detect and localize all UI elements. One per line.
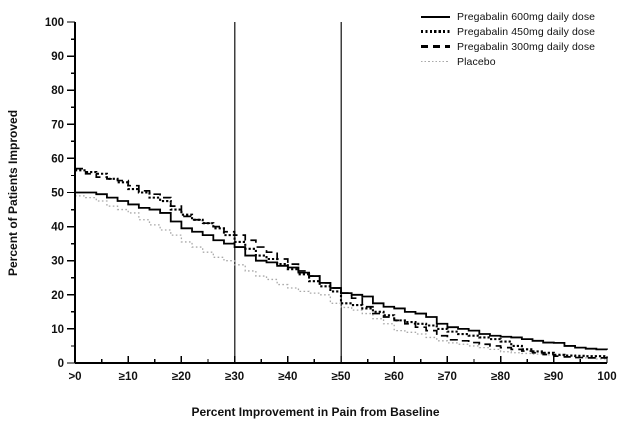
y-tick-label-10: 10 bbox=[51, 324, 64, 336]
y-tick-label-80: 80 bbox=[51, 85, 64, 97]
x-tick-label-40: ≥40 bbox=[278, 371, 297, 383]
legend-label: Pregabalin 450mg daily dose bbox=[457, 25, 596, 38]
y-tick-label-50: 50 bbox=[51, 188, 64, 200]
legend-label: Pregabalin 300mg daily dose bbox=[457, 40, 596, 53]
x-tick-label-70: ≥70 bbox=[438, 371, 457, 383]
series-line-placebo bbox=[75, 195, 608, 360]
x-tick-label-50: ≥50 bbox=[331, 371, 350, 383]
y-tick-label-0: 0 bbox=[58, 358, 64, 370]
legend-item-pregabalin-450mg: Pregabalin 450mg daily dose bbox=[421, 24, 595, 39]
legend-label: Pregabalin 600mg daily dose bbox=[457, 10, 596, 23]
legend-item-pregabalin-300mg: Pregabalin 300mg daily dose bbox=[421, 39, 595, 54]
x-tick-label-30: ≥30 bbox=[225, 371, 244, 383]
chart-legend: Pregabalin 600mg daily dose Pregabalin 4… bbox=[421, 9, 595, 69]
dashed-line-icon bbox=[421, 45, 450, 48]
y-tick-label-40: 40 bbox=[51, 222, 64, 234]
dotted-line-icon bbox=[421, 30, 450, 33]
x-axis-title: Percent Improvement in Pain from Baselin… bbox=[191, 405, 440, 419]
y-tick-label-70: 70 bbox=[51, 119, 64, 131]
legend-label: Placebo bbox=[457, 55, 496, 68]
y-axis-title: Percent of Patients Improved bbox=[6, 109, 20, 277]
series-line-pregabalin-600mg-daily-dose bbox=[75, 191, 608, 351]
legend-item-placebo: Placebo bbox=[421, 54, 595, 69]
y-tick-label-90: 90 bbox=[51, 51, 64, 63]
x-tick-label-20: ≥20 bbox=[172, 371, 191, 383]
x-tick-label-100: 100 bbox=[597, 371, 616, 383]
x-tick-label-90: ≥90 bbox=[544, 371, 563, 383]
x-tick-label-10: ≥10 bbox=[119, 371, 138, 383]
solid-line-icon bbox=[421, 15, 450, 18]
legend-item-pregabalin-600mg: Pregabalin 600mg daily dose bbox=[421, 9, 595, 24]
y-tick-label-100: 100 bbox=[45, 17, 64, 29]
gray-dotted-line-icon bbox=[421, 60, 450, 63]
y-tick-label-20: 20 bbox=[51, 290, 64, 302]
x-tick-label-0: >0 bbox=[68, 371, 81, 383]
x-tick-label-60: ≥60 bbox=[385, 371, 404, 383]
series-line-pregabalin-300mg-daily-dose bbox=[75, 167, 608, 359]
x-tick-label-80: ≥80 bbox=[491, 371, 510, 383]
y-tick-label-30: 30 bbox=[51, 256, 64, 268]
y-tick-label-60: 60 bbox=[51, 153, 64, 165]
